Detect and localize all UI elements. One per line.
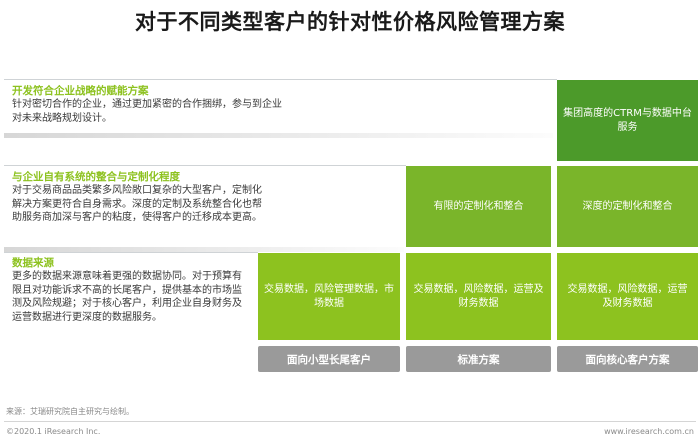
source-note: 来源：艾瑞研究院自主研究与绘制。 <box>6 407 134 416</box>
page-title: 对于不同类型客户的针对性价格风险管理方案 <box>135 10 565 34</box>
cell-standard-data: 交易数据，风险数据，运营及财务数据 <box>406 253 551 340</box>
cell-standard-limited-customization: 有限的定制化和整合 <box>406 166 551 247</box>
cell-core-data: 交易数据，风险数据，运营及财务数据 <box>557 253 698 340</box>
cell-core-deep-customization: 深度的定制化和整合 <box>557 166 698 247</box>
section-shadow <box>4 133 553 138</box>
section-title-data-source: 数据来源 <box>12 257 54 269</box>
section-divider <box>4 79 557 80</box>
section-divider <box>4 252 258 253</box>
section-title-empowerment: 开发符合企业战略的赋能方案 <box>12 85 149 97</box>
section-shadow <box>4 247 404 252</box>
category-small-customers: 面向小型长尾客户 <box>258 346 400 372</box>
cell-small-data: 交易数据，风险管理数据，市场数据 <box>258 253 400 340</box>
footer-divider <box>4 421 696 422</box>
section-body-integration: 对于交易商品品类繁多风险敞口复杂的大型客户，定制化解决方案更符合自身需求。深度的… <box>12 185 262 223</box>
category-core-customers: 面向核心客户方案 <box>557 346 698 372</box>
copyright: ©2020.1 iResearch Inc. <box>6 427 101 436</box>
category-standard-plan: 标准方案 <box>406 346 551 372</box>
section-body-data-source: 更多的数据来源意味着更强的数据协同。对于预算有限且对功能诉求不高的长尾客户，提供… <box>12 271 242 323</box>
section-divider <box>4 165 406 166</box>
section-title-integration: 与企业自有系统的整合与定制化程度 <box>12 171 180 183</box>
section-body-empowerment: 针对密切合作的企业，通过更加紧密的合作捆绑，参与到企业对未来战略规划设计。 <box>12 99 282 124</box>
cell-core-ctrm-service: 集团高度的CTRM与数据中台服务 <box>557 80 698 161</box>
website: www.iresearch.com.cn <box>604 427 694 436</box>
